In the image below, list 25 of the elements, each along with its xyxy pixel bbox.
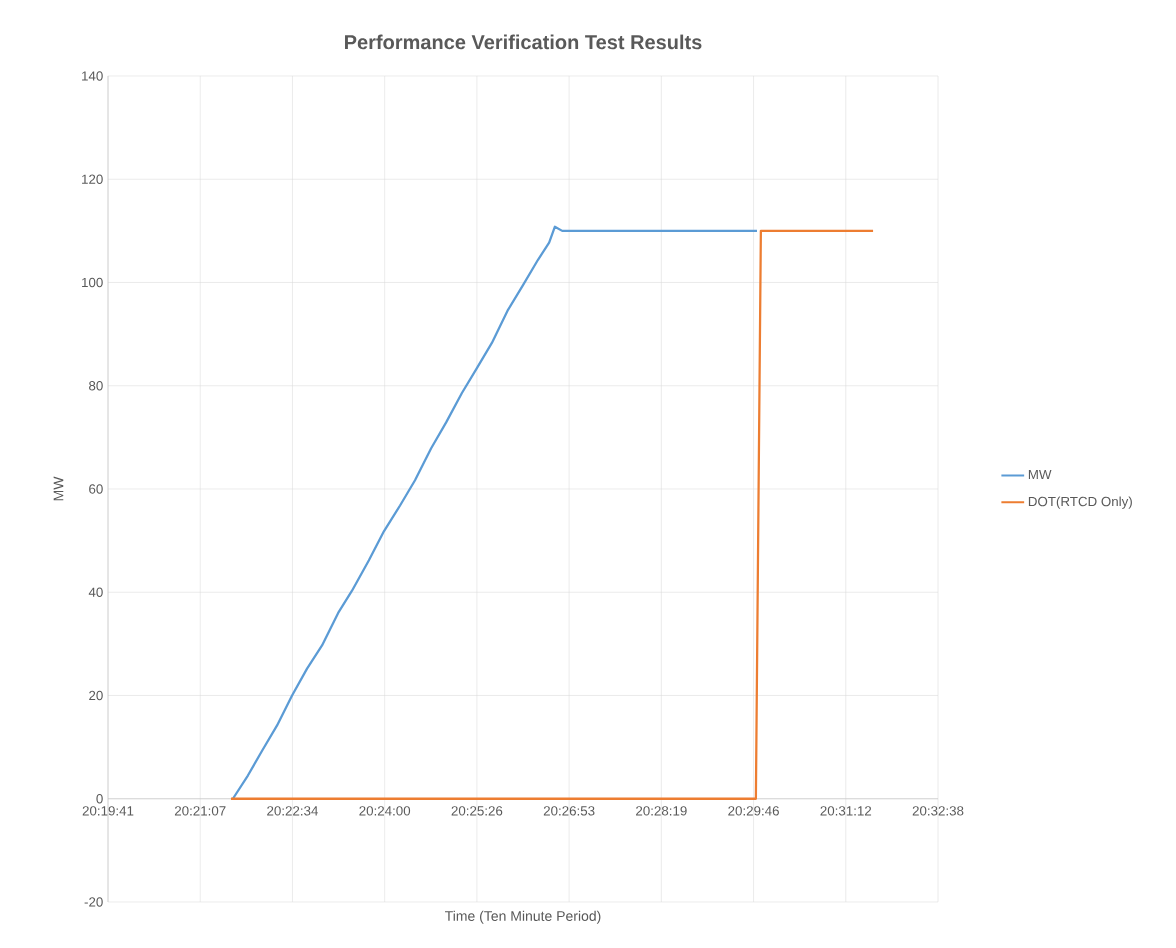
x-tick-label: 20:32:38 [912, 806, 964, 816]
x-tick-label: 20:19:41 [82, 806, 134, 816]
y-tick-label: 0 [96, 794, 103, 804]
x-tick-label: 20:29:46 [728, 806, 779, 816]
line-series [231, 225, 759, 800]
y-tick-label: 40 [88, 587, 103, 597]
x-axis-title: Time (Ten Minute Period) [445, 910, 601, 924]
legend-label: DOT(RTCD Only) [1028, 496, 1132, 509]
y-tick-label: 140 [82, 71, 103, 81]
y-tick-label: 120 [82, 174, 103, 184]
y-tick-label: 60 [89, 484, 103, 494]
y-tick-label: 80 [89, 381, 103, 391]
chart-title: Performance Verification Test Results [345, 34, 702, 50]
y-tick-label: 20 [89, 690, 103, 701]
y-axis-title: MW [53, 476, 64, 501]
x-tick-label: 20:25:26 [451, 806, 503, 816]
legend-label: MW [1028, 469, 1052, 480]
x-tick-label: 20:31:12 [820, 806, 872, 816]
x-tick-label: 20:22:34 [267, 806, 318, 816]
x-tick-label: 20:28:19 [636, 806, 687, 816]
y-tick-label: 100 [82, 277, 103, 288]
x-tick-label: 20:26:53 [543, 806, 595, 816]
x-tick-label: 20:24:00 [359, 806, 411, 816]
x-tick-label: 20:21:07 [174, 806, 226, 816]
y-tick-label: -20 [84, 897, 103, 907]
